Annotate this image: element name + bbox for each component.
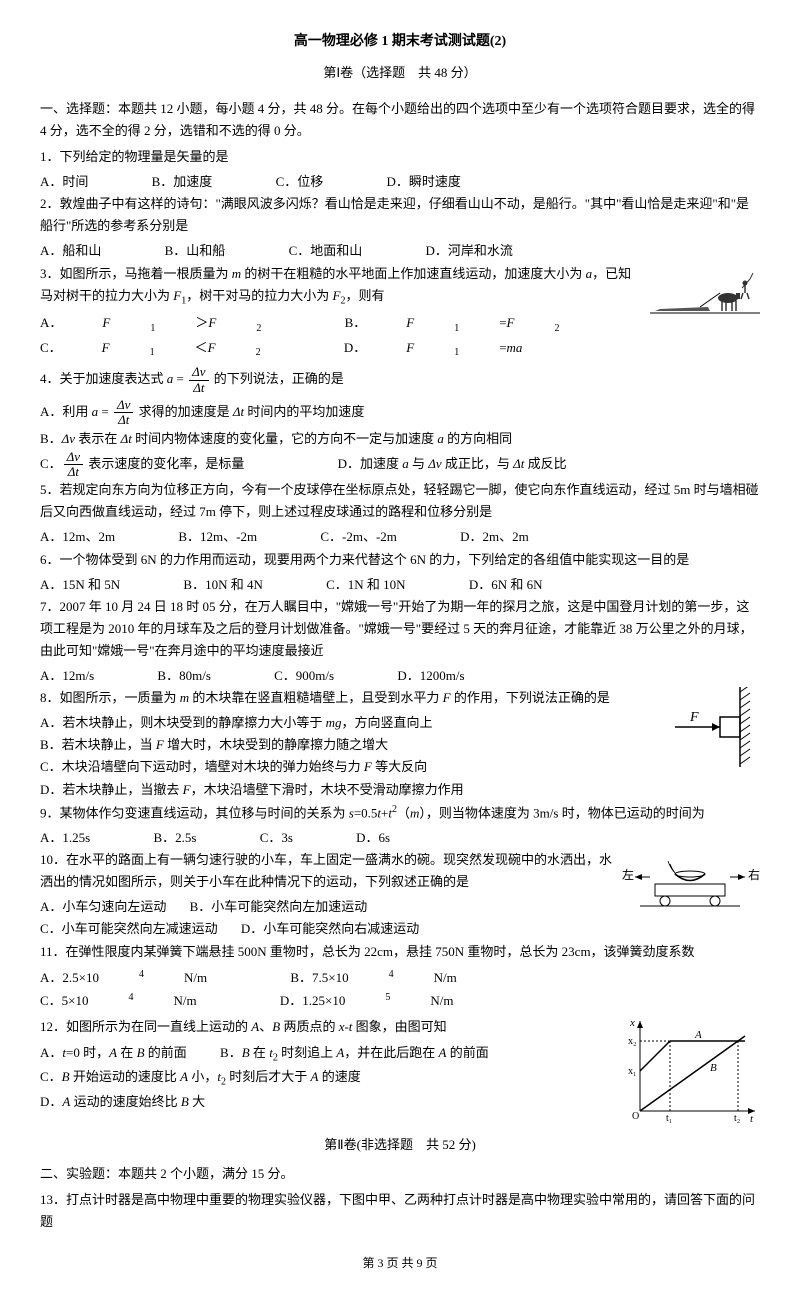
q5-c: C．-2m、-2m bbox=[320, 526, 397, 548]
q5-d: D．2m、2m bbox=[460, 526, 529, 548]
question-8: 8．如图所示，一质量为 m 的木块靠在竖直粗糙墙壁上，且受到水平力 F 的作用，… bbox=[40, 687, 760, 709]
q11-d: D．1.25×105N/m bbox=[280, 989, 494, 1012]
svg-text:F: F bbox=[689, 710, 699, 725]
q8-c: C．木块沿墙壁向下运动时，墙壁对木块的弹力始终与力 F 等大反向 bbox=[40, 756, 760, 778]
svg-text:x₁: x₁ bbox=[628, 1066, 637, 1077]
q12-b: B．B 在 t2 时刻追上 A，并在此后跑在 A 的前面 bbox=[220, 1045, 489, 1060]
section2-head: 二、实验题：本题共 2 个小题，满分 15 分。 bbox=[40, 1163, 760, 1185]
q5-options: A．12m、2m B．12m、-2m C．-2m、-2m D．2m、2m bbox=[40, 526, 760, 548]
q10-b: B．小车可能突然向左加速运动 bbox=[190, 899, 368, 914]
q1-options: A．时间 B．加速度 C．位移 D．瞬时速度 bbox=[40, 171, 760, 193]
question-4: 4．关于加速度表达式 a = ΔvΔt 的下列说法，正确的是 bbox=[40, 365, 760, 395]
q7-d: D．1200m/s bbox=[397, 665, 464, 687]
question-2: 2．敦煌曲子中有这样的诗句："满眼风波多闪烁？看山恰是走来迎，仔细看山山不动，是… bbox=[40, 193, 760, 237]
q4-t1: 4．关于加速度表达式 bbox=[40, 371, 167, 386]
q3-t4: ，树干对马的拉力大小为 bbox=[186, 288, 332, 303]
q9-options: A．1.25s B．2.5s C．3s D．6s bbox=[40, 827, 760, 849]
q9-c: C．3s bbox=[260, 827, 293, 849]
q2-a: A．船和山 bbox=[40, 240, 101, 262]
q10-cd: C．小车可能突然向左减速运动 D．小车可能突然向右减速运动 bbox=[40, 918, 760, 940]
q7-a: A．12m/s bbox=[40, 665, 94, 687]
q11-c: C．5×104N/m bbox=[40, 989, 237, 1012]
q12-t3: 两质点的 bbox=[280, 1019, 339, 1034]
q3-d: D．F1=ma bbox=[344, 337, 563, 362]
q1-b: B．加速度 bbox=[152, 171, 213, 193]
q4-a: A．利用 a = ΔvΔt 求得的加速度是 Δt 时间内的平均加速度 bbox=[40, 398, 760, 428]
q3-t2: 的树干在粗糙的水平地面上作加速直线运动，加速度大小为 bbox=[241, 266, 586, 281]
q4-b: B．Δv 表示在 Δt 时间内物体速度的变化量，它的方向不一定与加速度 a 的方… bbox=[40, 428, 760, 450]
q3-t5: ，则有 bbox=[345, 288, 384, 303]
q5-b: B．12m、-2m bbox=[178, 526, 257, 548]
q1-c: C．位移 bbox=[276, 171, 324, 193]
q6-a: A．15N 和 5N bbox=[40, 574, 120, 596]
question-1: 1．下列给定的物理量是矢量的是 bbox=[40, 146, 760, 168]
svg-text:B: B bbox=[710, 1062, 717, 1074]
q8-t2: 的木块靠在竖直粗糙墙壁上，且受到水平力 bbox=[189, 690, 443, 705]
q2-options: A．船和山 B．山和船 C．地面和山 D．河岸和水流 bbox=[40, 240, 760, 262]
svg-text:t₂: t₂ bbox=[734, 1113, 740, 1124]
q7-c: C．900m/s bbox=[274, 665, 334, 687]
q2-d: D．河岸和水流 bbox=[425, 240, 512, 262]
q3-options: A．F1＞F2 B．F1=F2 C．F1＜F2 D．F1=ma bbox=[40, 312, 760, 361]
q7-b: B．80m/s bbox=[157, 665, 210, 687]
question-10: 10．在水平的路面上有一辆匀速行驶的小车，车上固定一盛满水的碗。现突然发现碗中的… bbox=[40, 849, 760, 893]
q9-t2: （ bbox=[397, 805, 410, 820]
q9-d: D．6s bbox=[356, 827, 390, 849]
q9-t1: 9．某物体作匀变速直线运动，其位移与时间的关系为 bbox=[40, 805, 349, 820]
page-footer: 第 3 页 共 9 页 bbox=[40, 1253, 760, 1273]
q12-a: A．t=0 时，A 在 B 的前面 bbox=[40, 1045, 187, 1060]
svg-text:O: O bbox=[632, 1111, 639, 1122]
question-5: 5．若规定向东方向为位移正方向，今有一个皮球停在坐标原点处，轻轻踢它一脚，使它向… bbox=[40, 479, 760, 523]
q4-t2: 的下列说法，正确的是 bbox=[211, 371, 344, 386]
section1-head: 一、选择题：本题共 12 小题，每小题 4 分，共 48 分。在每个小题给出的四… bbox=[40, 98, 760, 142]
q6-d: D．6N 和 6N bbox=[469, 574, 543, 596]
question-6: 6．一个物体受到 6N 的力作用而运动，现要用两个力来代替这个 6N 的力，下列… bbox=[40, 549, 760, 571]
q9-a: A．1.25s bbox=[40, 827, 90, 849]
question-7: 7．2007 年 10 月 24 日 18 时 05 分，在万人瞩目中，"嫦娥一… bbox=[40, 596, 760, 662]
q7-options: A．12m/s B．80m/s C．900m/s D．1200m/s bbox=[40, 665, 760, 687]
question-9: 9．某物体作匀变速直线运动，其位移与时间的关系为 s=0.5t+t2（m），则当… bbox=[40, 801, 760, 824]
q11-b: B．7.5×104N/m bbox=[290, 966, 496, 989]
question-13: 13．打点计时器是高中物理中重要的物理实验仪器，下图中甲、乙两种打点计时器是高中… bbox=[40, 1189, 760, 1233]
q2-c: C．地面和山 bbox=[289, 240, 363, 262]
q6-options: A．15N 和 5N B．10N 和 4N C．1N 和 10N D．6N 和 … bbox=[40, 574, 760, 596]
q6-b: B．10N 和 4N bbox=[183, 574, 262, 596]
q12-t1: 12．如图所示为在同一直线上运动的 bbox=[40, 1019, 251, 1034]
q4-d: D．加速度 a 与 Δv 成正比，与 Δt 成反比 bbox=[338, 455, 567, 470]
q1-d: D．瞬时速度 bbox=[386, 171, 460, 193]
q11-a: A．2.5×104N/m bbox=[40, 966, 247, 989]
q12-t4: 图象，由图可知 bbox=[352, 1019, 446, 1034]
q3-b: B．F1=F2 bbox=[345, 312, 600, 337]
q2-b: B．山和船 bbox=[165, 240, 226, 262]
q10-a: A．小车匀速向左运动 bbox=[40, 899, 166, 914]
question-3: 3．如图所示，马拖着一根质量为 m 的树干在粗糙的水平地面上作加速直线运动，加速… bbox=[40, 263, 760, 310]
q11-options: A．2.5×104N/m B．7.5×104N/m C．5×104N/m D．1… bbox=[40, 966, 760, 1013]
part1-title: 第Ⅰ卷（选择题 共 48 分） bbox=[40, 62, 760, 84]
q6-c: C．1N 和 10N bbox=[326, 574, 405, 596]
q8-b: B．若木块静止，当 F 增大时，木块受到的静摩擦力随之增大 bbox=[40, 734, 760, 756]
q1-a: A．时间 bbox=[40, 171, 88, 193]
q3-c: C．F1＜F2 bbox=[40, 337, 301, 362]
question-12: 12．如图所示为在同一直线上运动的 A、B 两质点的 x-t 图象，由图可知 bbox=[40, 1016, 760, 1038]
q12-t2: 、 bbox=[259, 1019, 272, 1034]
q10-c: C．小车可能突然向左减速运动 bbox=[40, 921, 218, 936]
q3-a: A．F1＞F2 bbox=[40, 312, 301, 337]
q5-a: A．12m、2m bbox=[40, 526, 115, 548]
svg-text:t: t bbox=[750, 1113, 754, 1125]
q8-a: A．若木块静止，则木块受到的静摩擦力大小等于 mg，方向竖直向上 bbox=[40, 712, 760, 734]
q9-b: B．2.5s bbox=[153, 827, 196, 849]
doc-title: 高一物理必修 1 期末考试测试题(2) bbox=[40, 30, 760, 54]
q10-d: D．小车可能突然向右减速运动 bbox=[241, 921, 419, 936]
q8-d: D．若木块静止，当撤去 F，木块沿墙壁下滑时，木块不受滑动摩擦力作用 bbox=[40, 779, 760, 801]
q4-cd: C．ΔvΔt 表示速度的变化率，是标量 D．加速度 a 与 Δv 成正比，与 Δ… bbox=[40, 450, 760, 480]
svg-text:t₁: t₁ bbox=[666, 1113, 672, 1124]
q3-t1: 3．如图所示，马拖着一根质量为 bbox=[40, 266, 232, 281]
q9-t3: ），则当物体速度为 3m/s 时，物体已运动的时间为 bbox=[419, 805, 704, 820]
q8-t1: 8．如图所示，一质量为 bbox=[40, 690, 180, 705]
q8-t3: 的作用，下列说法正确的是 bbox=[451, 690, 610, 705]
question-11: 11．在弹性限度内某弹簧下端悬挂 500N 重物时，总长为 22cm，悬挂 75… bbox=[40, 941, 760, 963]
q4-c: C．ΔvΔt 表示速度的变化率，是标量 bbox=[40, 450, 244, 480]
part2-title: 第Ⅱ卷(非选择题 共 52 分) bbox=[40, 1134, 760, 1156]
